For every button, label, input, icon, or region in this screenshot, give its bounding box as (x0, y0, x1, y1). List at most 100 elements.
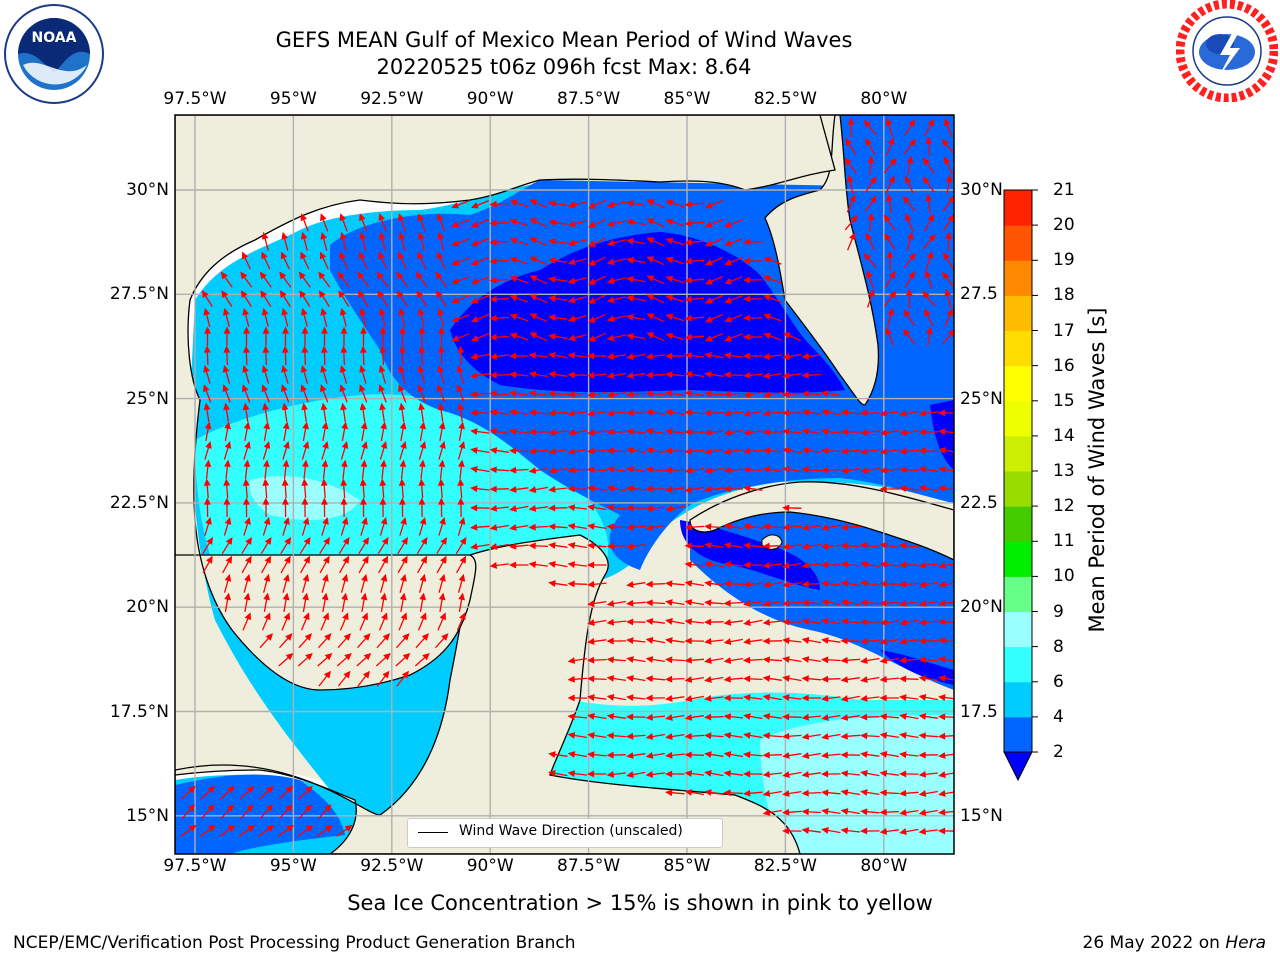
wind-wave-arrowhead (263, 592, 271, 601)
colorbar-segment (1004, 295, 1032, 332)
wind-wave-arrowhead (743, 485, 751, 493)
wind-wave-arrowhead (723, 675, 731, 683)
wind-wave-arrowhead (401, 555, 408, 564)
wind-wave-arrowhead (625, 409, 634, 417)
wind-wave-arrowhead (529, 275, 538, 282)
wind-wave-arrowhead (944, 118, 951, 127)
wind-wave-arrowhead (437, 384, 444, 393)
wind-wave-arrowhead (224, 516, 232, 525)
wind-wave-arrowhead (887, 307, 895, 316)
wind-wave-arrowhead (840, 770, 849, 777)
wind-wave-arrowhead (863, 119, 872, 128)
lon-tick-label-top: 82.5°W (753, 89, 817, 109)
wind-wave-arrowhead (743, 391, 751, 398)
wind-wave-arrowhead (665, 505, 673, 513)
wind-wave-arrowhead (451, 316, 460, 323)
wind-wave-arrowhead (941, 138, 950, 147)
wind-wave-arrowhead (723, 732, 732, 739)
wind-wave-arrowhead (400, 440, 407, 449)
wind-wave-arrowhead (665, 428, 673, 436)
wind-wave-arrowhead (763, 313, 772, 321)
wind-wave-arrowhead (821, 694, 829, 702)
wind-wave-arrowhead (801, 713, 809, 721)
wind-wave-arrowhead (860, 676, 868, 683)
lat-tick-label-left: 27.5°N (109, 284, 169, 305)
wind-wave-arrowhead (723, 371, 731, 379)
legend: Wind Wave Direction (unscaled) (407, 818, 723, 848)
wind-wave-arrowhead (938, 581, 946, 588)
wind-wave-arrowhead (262, 326, 270, 334)
wind-wave-arrowhead (359, 364, 366, 373)
wind-wave-arrowhead (944, 288, 952, 297)
colorbar-segment (1004, 225, 1032, 261)
colorbar-tick-label: 8 (1053, 636, 1064, 657)
wind-wave-arrowhead (440, 555, 447, 564)
wind-wave-arrowhead (380, 440, 388, 449)
wind-wave-arrowhead (763, 294, 772, 302)
wind-wave-arrowhead (945, 231, 953, 239)
wind-wave-arrowhead (742, 751, 751, 759)
wind-wave-arrowhead (937, 409, 946, 417)
wind-wave-arrowhead (762, 809, 771, 816)
wind-wave-arrowhead (509, 218, 518, 226)
wind-wave-arrowhead (606, 675, 615, 682)
wind-wave-arrowhead (626, 218, 634, 226)
wind-wave-arrowhead (723, 542, 732, 549)
wind-wave-arrowhead (223, 345, 231, 353)
wind-wave-arrowhead (360, 421, 368, 430)
wind-wave-arrowhead (305, 785, 313, 794)
footer-machine: Hera (1225, 933, 1266, 953)
wind-wave-arrowhead (918, 771, 927, 778)
wind-wave-arrowhead (300, 384, 307, 393)
wind-wave-arrowhead (762, 352, 771, 360)
national-weather-service-logo (1176, 0, 1278, 102)
wind-wave-arrowhead (339, 307, 347, 316)
wind-wave-arrowhead (887, 137, 895, 146)
wind-wave-arrowhead (508, 561, 517, 569)
wind-wave-arrowhead (879, 675, 887, 683)
wind-wave-arrowhead (341, 440, 349, 449)
wind-wave-arrowhead (240, 271, 248, 280)
wind-wave-arrowhead (723, 713, 732, 721)
wind-wave-arrowhead (859, 732, 868, 740)
wind-wave-arrowhead (470, 543, 478, 550)
wind-wave-arrowhead (436, 251, 444, 260)
wind-wave-arrowhead (704, 523, 712, 531)
wind-wave-arrowhead (587, 316, 596, 323)
wind-wave-arrowhead (724, 297, 733, 304)
wind-wave-arrowhead (821, 733, 829, 740)
wind-wave-arrowhead (587, 580, 595, 588)
wind-wave-arrowhead (645, 694, 653, 702)
wind-wave-arrowhead (664, 466, 673, 474)
wind-wave-arrowhead (626, 771, 634, 779)
wind-wave-arrowhead (849, 232, 856, 241)
wind-wave-arrowhead (417, 251, 424, 260)
wind-wave-arrowhead (548, 428, 556, 436)
wind-wave-arrowhead (548, 238, 556, 245)
wind-wave-arrowhead (860, 808, 868, 816)
wind-wave-arrowhead (684, 599, 693, 606)
wind-wave-arrowhead (937, 732, 946, 740)
wind-wave-arrowhead (883, 214, 891, 223)
wind-wave-arrowhead (300, 307, 308, 316)
wind-wave-arrowhead (723, 448, 732, 455)
wind-wave-arrowhead (684, 371, 693, 378)
wind-wave-arrowhead (440, 537, 447, 545)
wind-wave-arrowhead (587, 751, 595, 759)
wind-wave-arrowhead (567, 429, 576, 437)
wind-wave-arrowhead (645, 524, 654, 531)
wind-wave-arrowhead (363, 633, 371, 641)
wind-wave-arrowhead (418, 345, 426, 353)
wind-wave-arrowhead (283, 573, 290, 582)
wind-wave-arrowhead (243, 421, 251, 430)
wind-wave-arrowhead (743, 371, 751, 379)
colorbar-tick-label: 17 (1053, 320, 1075, 341)
lat-tick-label-right: 25°N (960, 388, 1003, 409)
wind-wave-arrowhead (470, 335, 479, 342)
wind-wave-arrowhead (918, 619, 927, 626)
land-masses (175, 115, 954, 854)
wind-wave-arrowhead (587, 335, 596, 342)
wind-wave-arrowhead (548, 580, 556, 587)
wind-wave-arrowhead (665, 275, 674, 283)
wind-wave-arrowhead (946, 308, 954, 317)
